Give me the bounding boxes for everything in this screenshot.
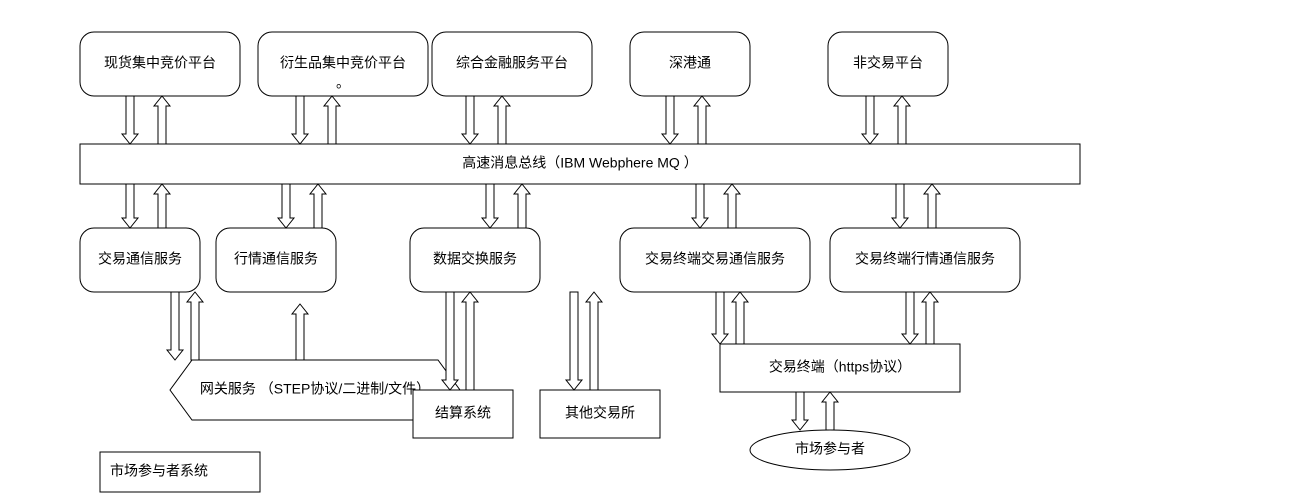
- svg-text:现货集中竞价平台: 现货集中竞价平台: [104, 55, 216, 71]
- svg-text:衍生品集中竞价平台: 衍生品集中竞价平台: [280, 55, 406, 71]
- svg-text:市场参与者系统: 市场参与者系统: [110, 463, 208, 479]
- svg-text:数据交换服务: 数据交换服务: [433, 251, 517, 267]
- architecture-diagram: 现货集中竞价平台 衍生品集中竞价平台。 综合金融服务平台 深港通 非交易平台高速消息总线…: [0, 0, 1291, 500]
- svg-text:交易通信服务: 交易通信服务: [98, 251, 182, 267]
- svg-text:。: 。: [336, 75, 350, 91]
- svg-text:综合金融服务平台: 综合金融服务平台: [456, 55, 568, 71]
- svg-text:市场参与者: 市场参与者: [795, 441, 865, 457]
- svg-text:结算系统: 结算系统: [435, 405, 491, 421]
- svg-text:网关服务 （STEP协议/二进制/文件）: 网关服务 （STEP协议/二进制/文件）: [200, 381, 430, 397]
- svg-text:其他交易所: 其他交易所: [565, 405, 635, 421]
- svg-text:交易终端交易通信服务: 交易终端交易通信服务: [645, 251, 785, 267]
- svg-text:行情通信服务: 行情通信服务: [234, 251, 318, 267]
- svg-text:高速消息总线（IBM Webphere MQ ）: 高速消息总线（IBM Webphere MQ ）: [462, 155, 697, 171]
- svg-text:深港通: 深港通: [669, 55, 711, 71]
- svg-text:非交易平台: 非交易平台: [853, 55, 923, 71]
- svg-text:交易终端（https协议）: 交易终端（https协议）: [769, 359, 911, 375]
- svg-text:交易终端行情通信服务: 交易终端行情通信服务: [855, 251, 995, 267]
